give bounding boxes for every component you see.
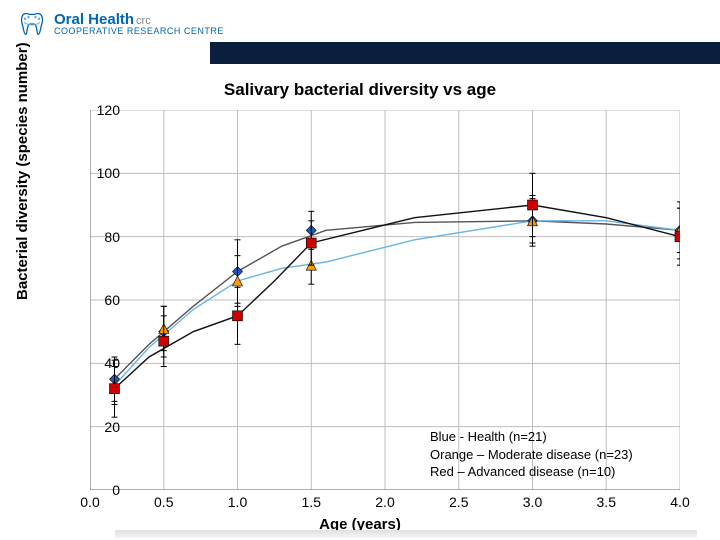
x-tick: 1.0 bbox=[218, 494, 258, 510]
y-tick: 60 bbox=[80, 292, 120, 308]
chart-title: Salivary bacterial diversity vs age bbox=[0, 80, 720, 100]
x-tick: 0.0 bbox=[70, 494, 110, 510]
brand-line2: COOPERATIVE RESEARCH CENTRE bbox=[54, 27, 224, 36]
y-tick: 100 bbox=[80, 165, 120, 181]
chart-legend: Blue - Health (n=21) Orange – Moderate d… bbox=[430, 428, 633, 481]
y-tick: 20 bbox=[80, 419, 120, 435]
tooth-icon bbox=[18, 10, 46, 38]
y-tick: 80 bbox=[80, 229, 120, 245]
brand-logo: Oral Healthcrc COOPERATIVE RESEARCH CENT… bbox=[18, 10, 224, 38]
y-tick: 120 bbox=[80, 102, 120, 118]
x-tick: 2.5 bbox=[439, 494, 479, 510]
legend-line: Red – Advanced disease (n=10) bbox=[430, 463, 633, 481]
y-tick: 40 bbox=[80, 355, 120, 371]
x-tick: 4.0 bbox=[660, 494, 700, 510]
footer-stripe bbox=[115, 530, 697, 538]
legend-line: Blue - Health (n=21) bbox=[430, 428, 633, 446]
x-tick: 3.0 bbox=[513, 494, 553, 510]
legend-line: Orange – Moderate disease (n=23) bbox=[430, 446, 633, 464]
x-tick: 1.5 bbox=[291, 494, 331, 510]
y-axis-label: Bacterial diversity (species number) bbox=[14, 42, 31, 300]
x-tick: 2.0 bbox=[365, 494, 405, 510]
x-tick: 0.5 bbox=[144, 494, 184, 510]
header-logo-bg bbox=[0, 36, 210, 70]
x-tick: 3.5 bbox=[586, 494, 626, 510]
